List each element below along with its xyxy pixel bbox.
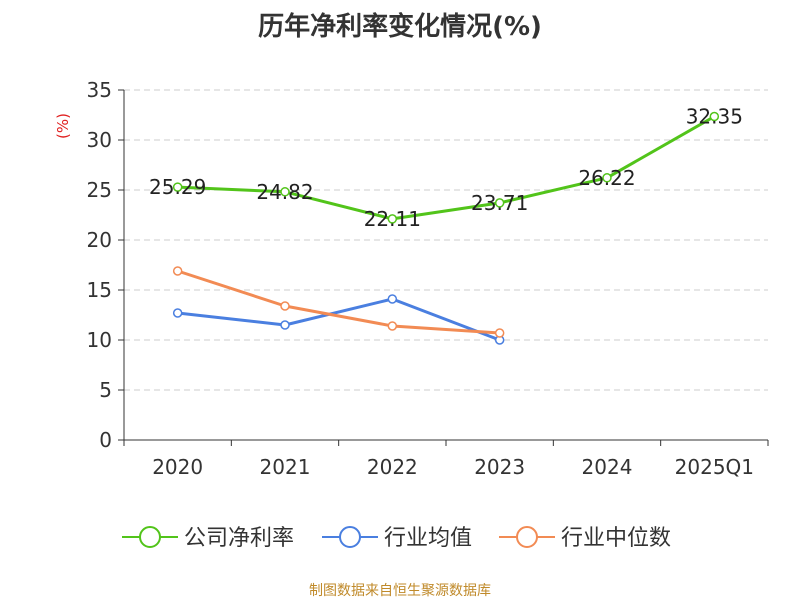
legend-swatch-marker (339, 526, 361, 548)
data-label: 32.35 (686, 105, 743, 129)
data-point (172, 266, 183, 276)
data-label: 25.29 (149, 175, 206, 199)
y-tick-label: 35 (87, 78, 112, 102)
x-tick-label: 2020 (152, 455, 203, 479)
data-point (280, 320, 290, 330)
data-point (172, 182, 183, 192)
legend-label: 行业均值 (384, 526, 472, 551)
data-label: 26.22 (578, 166, 635, 190)
data-point (494, 198, 505, 208)
x-tick-label: 2025Q1 (675, 455, 754, 479)
series-2 (172, 266, 505, 338)
x-tick-label: 2023 (474, 455, 525, 479)
series-0: 25.29 24.82 22.11 23.71 26.22 32.35 (149, 105, 743, 231)
data-point (280, 301, 290, 311)
data-point (709, 111, 720, 122)
chart-title: 历年净利率变化情况(%) (258, 12, 542, 42)
y-tick-label: 15 (87, 278, 112, 302)
y-tick-label: 30 (87, 128, 112, 152)
y-tick-label: 25 (87, 178, 112, 202)
data-point (387, 321, 398, 331)
y-tick-label: 10 (87, 328, 112, 352)
series-line (177, 269, 500, 335)
y-tick-label: 0 (99, 428, 112, 452)
data-point (387, 214, 398, 224)
legend-swatch-marker (516, 526, 538, 548)
data-point (494, 328, 505, 338)
data-label: 24.82 (256, 180, 313, 204)
data-label: 23.71 (471, 191, 528, 215)
data-point (387, 294, 398, 304)
y-tick-label: 5 (99, 378, 112, 402)
x-tick-label: 2022 (367, 455, 418, 479)
legend-swatch-marker (139, 526, 161, 548)
x-tick-label: 2024 (582, 455, 633, 479)
data-point (172, 308, 183, 318)
y-axis-label: (%) (54, 113, 72, 139)
series-1 (172, 294, 505, 345)
legend-label: 行业中位数 (561, 526, 671, 551)
legend-label: 公司净利率 (184, 526, 294, 551)
series-line (177, 297, 501, 342)
y-tick-label: 20 (87, 228, 112, 252)
series-line (177, 115, 716, 221)
source-note: 制图数据来自恒生聚源数据库 (309, 583, 491, 599)
x-tick-label: 2021 (260, 455, 311, 479)
data-point (280, 187, 290, 197)
data-label: 22.11 (364, 207, 421, 231)
legend: 公司净利率 行业均值 行业中位数 (122, 526, 671, 551)
data-point (602, 173, 612, 183)
